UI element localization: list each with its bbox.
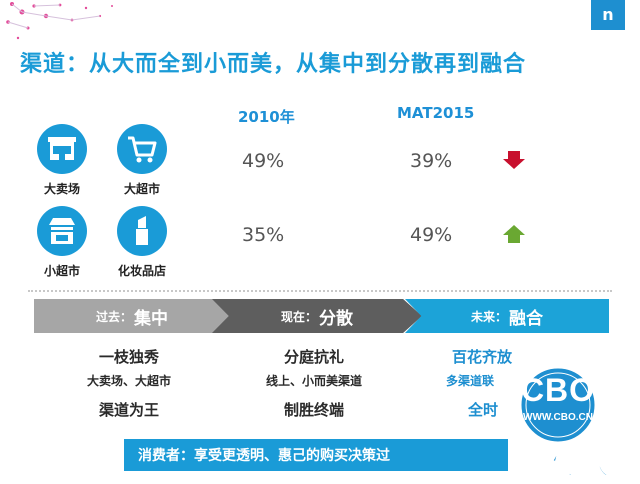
phase-past-label: 集中 — [134, 308, 168, 329]
page-title: 渠道：从大而全到小而美，从集中到分散再到融合 — [20, 52, 527, 77]
kiosk-icon — [37, 206, 87, 256]
phase-future-label: 融合 — [509, 308, 543, 329]
hyper-super-share-2010: 49% — [242, 150, 285, 172]
phase-future-prefix: 未来： — [470, 309, 507, 324]
corner-decoration — [6, 2, 113, 40]
phase-present-banner: 现在： 分散 — [212, 299, 422, 333]
shopping-cart-icon — [117, 124, 167, 174]
present-detail: 线上、小而美渠道 — [265, 374, 362, 388]
phase-past-banner: 过去： 集中 — [34, 299, 230, 333]
storefront-icon — [37, 124, 87, 174]
channel-label-cosmetics-store: 化妆品店 — [117, 264, 166, 278]
cbo-watermark: CBO WWW.CBO.CN 手机报 — [488, 360, 638, 483]
phase-present-label: 分散 — [319, 308, 353, 329]
past-summary: 渠道为王 — [98, 401, 159, 419]
phase-present-prefix: 现在： — [280, 309, 317, 324]
watermark-tagline: 手机报 — [510, 442, 611, 483]
section-divider — [28, 290, 612, 292]
brand-logo: n — [591, 0, 625, 30]
past-detail: 大卖场、大超市 — [86, 374, 171, 388]
phase-past-prefix: 过去： — [95, 309, 132, 324]
hyper-super-share-2015: 39% — [410, 150, 453, 172]
small-cosmetic-share-2010: 35% — [242, 224, 285, 246]
column-header-mat2015: MAT2015 — [397, 104, 475, 122]
phase-future-banner: 未来： 融合 — [405, 299, 609, 333]
consumer-banner: 消费者：享受更透明、惠己的购买决策过 — [124, 439, 508, 471]
present-summary: 制胜终端 — [283, 401, 344, 419]
channel-label-supermarket: 大超市 — [123, 182, 160, 196]
present-headline: 分庭抗礼 — [283, 348, 344, 366]
down-arrow-icon — [503, 151, 525, 169]
future-headline: 百花齐放 — [452, 348, 513, 366]
small-cosmetic-share-2015: 49% — [410, 224, 453, 246]
past-headline: 一枝独秀 — [98, 348, 159, 366]
column-header-2010: 2010年 — [238, 108, 295, 126]
watermark-url: WWW.CBO.CN — [523, 412, 593, 423]
future-summary: 全时 — [468, 401, 499, 419]
watermark-brand: CBO — [520, 372, 596, 408]
up-arrow-icon — [503, 225, 525, 243]
future-detail: 多渠道联 — [446, 374, 495, 388]
watermark-badge — [518, 365, 598, 445]
channel-label-hypermarket: 大卖场 — [43, 182, 80, 196]
lipstick-icon — [117, 206, 167, 256]
channel-label-minimarket: 小超市 — [43, 264, 80, 278]
